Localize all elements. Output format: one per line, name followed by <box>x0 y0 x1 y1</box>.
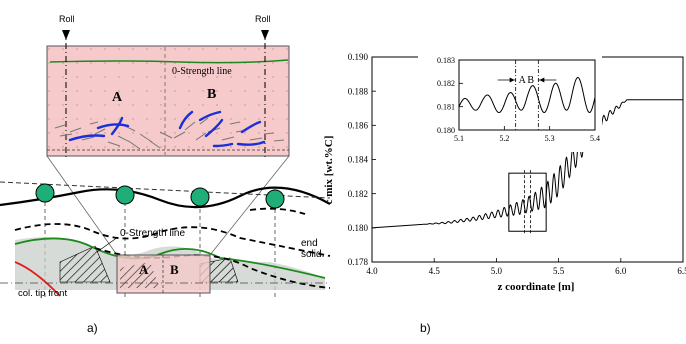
main-xtick-label: 5.5 <box>553 266 565 276</box>
inset-ytick-label: 0.181 <box>437 102 455 111</box>
inset-annotation-b: B <box>527 75 534 86</box>
zoom-region-a: A <box>112 90 123 105</box>
main-xlabel: z coordinate [m] <box>498 281 575 293</box>
main-ytick-label: 0.182 <box>348 189 368 199</box>
zero-strength-line <box>14 237 326 279</box>
roll-label-right: Roll <box>255 14 271 24</box>
inset-plot-frame <box>458 59 596 131</box>
panel-a: 0-Strength line Roll Roll A B <box>0 14 331 335</box>
roller-4 <box>265 189 285 209</box>
inset-ytick-label: 0.183 <box>437 56 455 65</box>
main-xtick-label: 6.5 <box>677 266 686 276</box>
inset-arrowhead-a <box>509 77 515 83</box>
col-tip-front-line <box>14 261 61 297</box>
roll-arrow-left <box>62 30 70 40</box>
zoom-zero-strength-label: 0-Strength line <box>172 66 232 77</box>
blue-flow-arrows <box>68 110 266 148</box>
panel-a-caption: a) <box>87 321 98 335</box>
inset-series-line <box>458 77 596 114</box>
inset-annotation-a: A <box>519 75 527 86</box>
inset-xtick-label: 5.2 <box>499 134 509 143</box>
strand-surface-line <box>0 186 331 209</box>
small-region-b: B <box>170 262 179 277</box>
hatched-area-1 <box>59 245 111 283</box>
end-solid-label-line: end <box>301 238 318 249</box>
roll-label-left: Roll <box>59 14 75 24</box>
small-region-a: A <box>139 262 149 277</box>
main-ytick-label: 0.186 <box>348 120 369 130</box>
roller-1 <box>35 183 55 203</box>
main-series-line <box>371 99 683 229</box>
inset-xtick-label: 5.4 <box>590 134 600 143</box>
inset-ytick-label: 0.180 <box>437 126 455 135</box>
roller-3 <box>190 187 210 207</box>
inset-arrowhead-b <box>539 77 545 83</box>
main-ytick-label: 0.178 <box>348 257 369 267</box>
zoom-highlight-box <box>508 172 547 232</box>
inset-xtick-label: 5.3 <box>545 134 555 143</box>
roller-2 <box>115 185 135 205</box>
end-solid-label-line: solid. <box>301 249 324 260</box>
col-tip-front-label: col. tip front <box>18 288 67 299</box>
zoom-zero-strength-line <box>49 59 289 64</box>
main-xtick-label: 4.5 <box>429 266 441 276</box>
main-xtick-label: 5.0 <box>491 266 503 276</box>
upper-dashed-profile <box>14 223 331 257</box>
main-ytick-label: 0.190 <box>348 52 369 62</box>
end-solid-label: end solid. <box>301 238 324 260</box>
zoom-region-b: B <box>207 87 216 102</box>
main-ytick-label: 0.184 <box>348 155 369 165</box>
panel-b-caption: b) <box>420 321 431 335</box>
inset-ytick-label: 0.182 <box>437 79 455 88</box>
roll-arrow-right <box>261 30 269 40</box>
panel-b: b) 4.0 4.5 5.0 5.5 6.0 6.5 0.178 0.180 0.182 0.18… <box>323 52 686 335</box>
main-ytick-label: 0.180 <box>348 223 369 233</box>
inset-xtick-label: 5.1 <box>454 134 464 143</box>
main-xtick-label: 6.0 <box>615 266 627 276</box>
zero-strength-label: 0-Strength line <box>120 228 185 239</box>
main-ylabel: c mix [wt.%C] <box>323 136 335 205</box>
main-ytick-label: 0.188 <box>348 86 369 96</box>
main-xtick-label: 4.0 <box>366 266 378 276</box>
